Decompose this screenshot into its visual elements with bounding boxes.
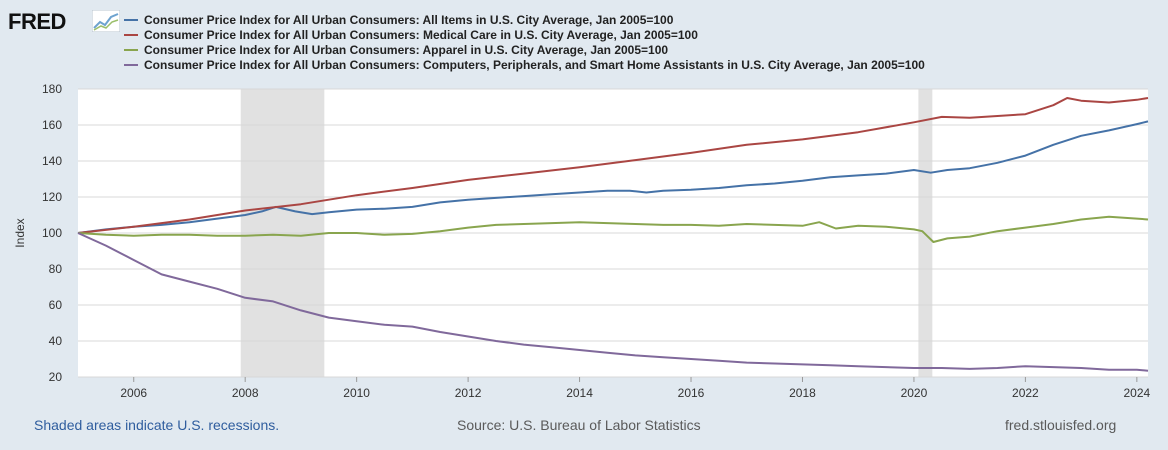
legend-label: Consumer Price Index for All Urban Consu… — [144, 57, 925, 72]
y-tick-label: 20 — [49, 370, 63, 384]
fred-logo-text: FRED — [8, 9, 66, 34]
y-tick-label: 40 — [49, 334, 63, 348]
series-group — [77, 97, 1149, 372]
legend-label: Consumer Price Index for All Urban Consu… — [144, 27, 698, 42]
gridlines-group — [78, 88, 1148, 378]
x-tick-labels-group: 2006 2008 2010 2012 2014 2016 2018 2020 2022 2024 — [120, 377, 1151, 400]
y-tick-label: 140 — [42, 154, 62, 168]
y-tick-label: 60 — [49, 298, 63, 312]
recession-note: Shaded areas indicate U.S. recessions. — [34, 417, 280, 433]
legend-item[interactable]: Consumer Price Index for All Urban Consu… — [124, 57, 925, 72]
legend-swatch — [124, 18, 138, 21]
y-tick-label: 80 — [49, 262, 63, 276]
fred-chart-icon — [92, 10, 120, 32]
x-tick-label: 2024 — [1124, 386, 1151, 400]
legend-label: Consumer Price Index for All Urban Consu… — [144, 42, 669, 57]
series-line — [77, 215, 1149, 243]
line-chart: 20 40 60 80 100 120 140 160 180 2006 2008 2010 2012… — [13, 82, 1151, 400]
legend-item[interactable]: Consumer Price Index for All Urban Consu… — [124, 12, 925, 27]
x-tick-label: 2008 — [232, 386, 259, 400]
legend-label: Consumer Price Index for All Urban Consu… — [144, 12, 674, 27]
x-tick-label: 2012 — [455, 386, 482, 400]
x-tick-label: 2020 — [901, 386, 928, 400]
fred-logo[interactable]: FRED — [8, 8, 120, 36]
series-line — [77, 97, 1149, 234]
legend-swatch — [124, 63, 138, 66]
x-tick-label: 2010 — [343, 386, 370, 400]
y-tick-label: 100 — [42, 226, 62, 240]
series-line — [77, 120, 1149, 234]
x-tick-label: 2022 — [1012, 386, 1039, 400]
y-tick-label: 120 — [42, 190, 62, 204]
legend-swatch — [124, 48, 138, 51]
x-tick-label: 2006 — [120, 386, 147, 400]
y-tick-label: 160 — [42, 118, 62, 132]
y-tick-label: 180 — [42, 82, 62, 96]
y-axis-label: Index — [13, 218, 27, 247]
legend-swatch — [124, 33, 138, 36]
legend-item[interactable]: Consumer Price Index for All Urban Consu… — [124, 42, 925, 57]
y-tick-labels-group: 20 40 60 80 100 120 140 160 180 — [42, 82, 62, 384]
source-note: Source: U.S. Bureau of Labor Statistics — [457, 417, 701, 433]
chart-legend: Consumer Price Index for All Urban Consu… — [124, 12, 925, 72]
site-link[interactable]: fred.stlouisfed.org — [1005, 417, 1117, 433]
x-tick-label: 2016 — [678, 386, 705, 400]
series-line — [77, 232, 1149, 372]
x-tick-label: 2018 — [789, 386, 816, 400]
legend-item[interactable]: Consumer Price Index for All Urban Consu… — [124, 27, 925, 42]
x-tick-label: 2014 — [566, 386, 593, 400]
